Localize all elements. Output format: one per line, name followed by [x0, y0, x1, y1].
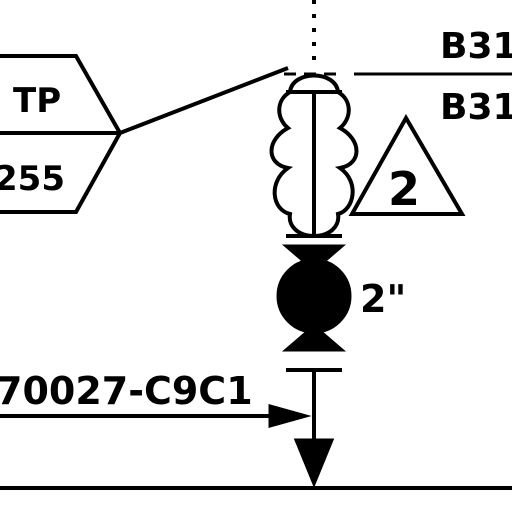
valve-size-label: 2" [360, 277, 406, 321]
tag-top-label: TP [13, 81, 61, 121]
triangle-outline [348, 113, 466, 216]
tag-bottom-label: 255 [0, 159, 65, 199]
cloud-device [269, 73, 359, 239]
tag-leader-line [119, 66, 289, 135]
note-triangle: 2 [348, 113, 466, 216]
ref-bottom-label: B31 [440, 87, 512, 128]
valve-top-wedge [281, 244, 347, 272]
flow-arrow-down [293, 438, 335, 488]
leader-arrow-head [268, 404, 312, 428]
valve-bottom-wedge [281, 324, 347, 352]
ball-valve [276, 244, 352, 352]
triangle-note-label: 2 [388, 162, 420, 216]
line-number-label: 70027-C9C1 [0, 369, 253, 413]
ref-top-label: B31 [440, 26, 512, 67]
instrument-tag: TP 255 [0, 54, 123, 214]
valve-ball [276, 258, 352, 334]
cloud-outline [269, 73, 359, 239]
